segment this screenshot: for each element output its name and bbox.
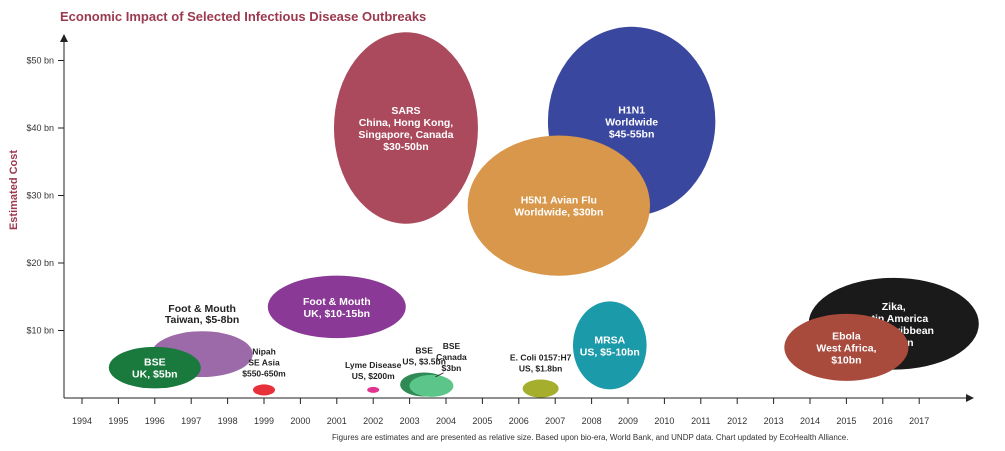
label-foot-mouth-uk: Foot & Mouth UK, $10-15bn — [303, 296, 371, 320]
label-line-sars-1: China, Hong Kong, — [359, 117, 454, 129]
label-line-h1n1-2: $45-55bn — [609, 128, 655, 140]
label-line-bse-uk-1996-0: BSE — [144, 357, 166, 369]
x-axis-arrow — [966, 394, 974, 402]
label-line-h5n1-1: Worldwide, $30bn — [514, 207, 603, 219]
label-line-nipah-0: Nipah — [252, 346, 276, 356]
label-nipah: Nipah SE Asia $550-650m — [242, 346, 286, 378]
bubble-sars — [333, 32, 478, 224]
x-tick-label-2016: 2016 — [873, 416, 893, 426]
x-tick-label-1995: 1995 — [108, 416, 128, 426]
label-line-sars-2: Singapore, Canada — [358, 129, 453, 141]
label-line-nipah-1: SE Asia — [248, 357, 280, 367]
x-tick-label-2006: 2006 — [509, 416, 529, 426]
y-tick-label-2: $30 bn — [26, 191, 54, 201]
label-line-mrsa-0: MRSA — [594, 334, 625, 346]
label-line-nipah-2: $550-650m — [242, 368, 286, 378]
bubble-foot-mouth-uk — [267, 275, 406, 339]
x-tick-label-1999: 1999 — [254, 416, 274, 426]
label-line-bse-us-1: US, $3.5bn — [402, 357, 445, 367]
axes — [60, 34, 974, 402]
label-line-bse-canada-2: $3bn — [442, 363, 462, 373]
bubble-mrsa — [573, 301, 647, 390]
x-tick-label-2000: 2000 — [290, 416, 310, 426]
y-tick-label-0: $10 bn — [26, 326, 54, 336]
x-tick-label-2004: 2004 — [436, 416, 456, 426]
label-sars: SARS China, Hong Kong, Singapore, Canada $3… — [358, 105, 453, 153]
label-line-ebola-2: $10bn — [831, 354, 861, 366]
y-tick-label-4: $50 bn — [26, 56, 54, 66]
label-line-h1n1-1: Worldwide — [605, 116, 658, 128]
label-line-bse-uk-1996-1: UK, $5bn — [132, 369, 178, 381]
label-line-foot-mouth-uk-0: Foot & Mouth — [303, 296, 371, 308]
y-axis-arrow — [60, 34, 68, 42]
x-tick-label-1998: 1998 — [218, 416, 238, 426]
label-line-foot-mouth-taiwan-0: Foot & Mouth — [168, 303, 236, 315]
x-tick-label-2012: 2012 — [727, 416, 747, 426]
bubble-ebola — [784, 313, 909, 381]
label-line-sars-0: SARS — [391, 105, 420, 117]
x-tick-label-2013: 2013 — [764, 416, 784, 426]
label-line-h1n1-0: H1N1 — [618, 104, 645, 116]
label-line-ebola-0: Ebola — [832, 330, 861, 342]
x-tick-label-2005: 2005 — [472, 416, 492, 426]
label-mrsa: MRSA US, $5-10bn — [580, 334, 640, 358]
x-tick-label-2011: 2011 — [691, 416, 710, 426]
x-tick-label-1997: 1997 — [181, 416, 201, 426]
label-line-foot-mouth-taiwan-1: Taiwan, $5-8bn — [165, 314, 240, 326]
label-bse-uk-1996: BSE UK, $5bn — [132, 357, 178, 381]
label-foot-mouth-taiwan: Foot & Mouth Taiwan, $5-8bn — [165, 303, 240, 326]
y-tick-label-1: $20 bn — [26, 258, 54, 268]
label-line-ecoli-0: E. Coli 0157:H7 — [510, 353, 572, 363]
x-tick-label-2017: 2017 — [909, 416, 929, 426]
label-bse-us: BSE US, $3.5bn — [402, 346, 445, 367]
y-tick-label-3: $40 bn — [26, 123, 54, 133]
label-bse-canada: BSE Canada $3bn — [436, 341, 467, 373]
bubble-ecoli — [522, 379, 559, 398]
bubble-bse-uk-1996 — [108, 346, 201, 389]
label-line-h5n1-0: H5N1 Avian Flu — [521, 195, 597, 207]
x-tick-label-2008: 2008 — [582, 416, 602, 426]
x-tick-label-1996: 1996 — [145, 416, 165, 426]
label-line-bse-us-0: BSE — [415, 346, 433, 356]
label-line-zika-0: Zika, — [882, 301, 906, 313]
x-tick-label-2007: 2007 — [545, 416, 565, 426]
x-tick-label-2003: 2003 — [400, 416, 420, 426]
x-tick-label-2001: 2001 — [327, 416, 347, 426]
x-tick-label-2009: 2009 — [618, 416, 638, 426]
label-lyme: Lyme Disease US, $200m — [345, 360, 402, 381]
bubble-lyme — [367, 386, 380, 393]
label-line-bse-canada-1: Canada — [436, 352, 467, 362]
label-line-mrsa-1: US, $5-10bn — [580, 346, 640, 358]
label-line-foot-mouth-uk-1: UK, $10-15bn — [304, 308, 371, 320]
y-axis-ticks: $10 bn $20 bn $30 bn $40 bn $50 bn — [26, 56, 64, 336]
label-line-bse-canada-0: BSE — [443, 341, 461, 351]
bubble-nipah — [253, 384, 275, 396]
label-line-lyme-1: US, $200m — [352, 371, 395, 381]
label-line-sars-3: $30-50bn — [383, 141, 429, 153]
y-axis-label: Estimated Cost — [8, 150, 20, 230]
label-ebola: Ebola West Africa, $10bn — [816, 330, 876, 366]
footnote: Figures are estimates and are presented … — [332, 433, 848, 442]
x-tick-label-1994: 1994 — [72, 416, 92, 426]
label-line-ebola-1: West Africa, — [816, 342, 876, 354]
bubble-h5n1 — [467, 135, 651, 276]
label-line-ecoli-1: US, $1.8bn — [519, 364, 562, 374]
chart-title: Economic Impact of Selected Infectious D… — [60, 9, 426, 24]
x-axis-ticks: 1994 1995 1996 1997 1998 1999 2000 2001 2002 2003… — [72, 398, 929, 426]
x-tick-label-2002: 2002 — [363, 416, 383, 426]
x-tick-label-2014: 2014 — [800, 416, 820, 426]
label-ecoli: E. Coli 0157:H7 US, $1.8bn — [510, 353, 572, 374]
label-line-lyme-0: Lyme Disease — [345, 360, 402, 370]
label-h1n1: H1N1 Worldwide $45-55bn — [605, 104, 658, 140]
x-tick-label-2015: 2015 — [836, 416, 856, 426]
leader-bse-canada — [435, 372, 444, 378]
x-tick-label-2010: 2010 — [654, 416, 674, 426]
bubble-bse-canada — [409, 374, 454, 397]
label-h5n1: H5N1 Avian Flu Worldwide, $30bn — [514, 195, 603, 219]
